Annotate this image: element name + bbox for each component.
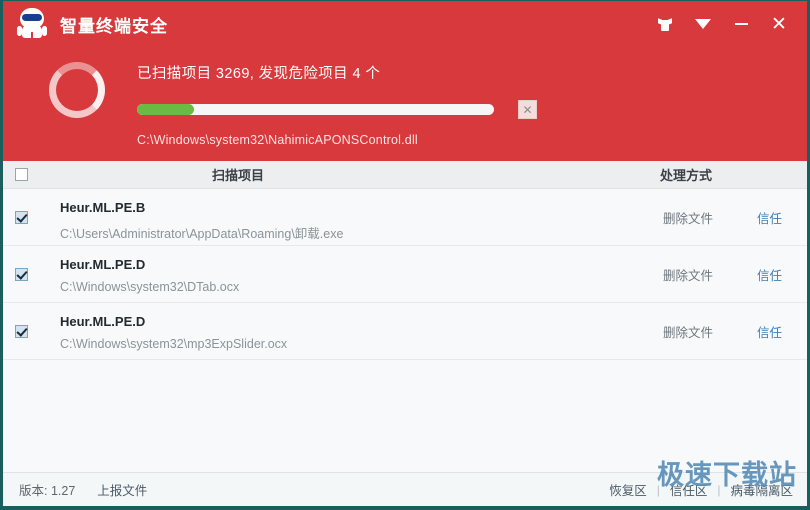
table-row: Heur.ML.PE.B C:\Users\Administrator\AppDa… [3, 189, 807, 246]
row-checkbox[interactable] [14, 267, 28, 281]
row-actions: 删除文件 信任 [617, 322, 807, 341]
threat-path: C:\Windows\system32\mp3ExpSlider.ocx [60, 337, 288, 351]
select-all-cell[interactable] [3, 168, 39, 181]
app-header: 智量终端安全 ✕ 已扫描项目 3269, 发现危险项目 4 个 [3, 1, 807, 161]
threat-name: Heur.ML.PE.B [60, 200, 146, 215]
action-label: 删除文件 [662, 211, 713, 226]
column-header-action: 处理方式 [659, 168, 712, 183]
status-bar: 版本: 1.27 上报文件 恢复区 | 信任区 | 病毒隔离区 [3, 472, 807, 506]
version-label: 版本: 1.27 [19, 484, 76, 498]
row-select-cell[interactable] [3, 210, 39, 224]
threat-path: C:\Users\Administrator\AppData\Roaming\卸… [60, 227, 344, 241]
scan-status-text: 已扫描项目 3269, 发现危险项目 4 个 [137, 66, 381, 82]
footer-separator-1: | [656, 482, 660, 497]
quarantine-zone-link[interactable]: 病毒隔离区 [730, 484, 793, 498]
scan-progress-area: 已扫描项目 3269, 发现危险项目 4 个 ✕ C:\Windows\syst… [3, 47, 807, 147]
trust-link[interactable]: 信任 [756, 211, 782, 226]
loading-spinner-icon [49, 62, 105, 118]
current-scan-path: C:\Windows\system32\NahimicAPONSControl.… [137, 133, 418, 147]
stop-scan-button[interactable]: ✕ [518, 100, 537, 119]
window-controls: ✕ [655, 14, 797, 34]
row-checkbox[interactable] [14, 210, 28, 224]
trust-link[interactable]: 信任 [756, 325, 782, 340]
threat-list: Heur.ML.PE.B C:\Users\Administrator\AppDa… [3, 189, 807, 360]
robot-mascot-icon [17, 7, 51, 41]
row-details: Heur.ML.PE.D C:\Windows\system32\mp3ExpSl… [39, 303, 617, 359]
row-select-cell[interactable] [3, 267, 39, 281]
row-details: Heur.ML.PE.B C:\Users\Administrator\AppDa… [39, 189, 617, 245]
scan-progress-fill [137, 104, 195, 115]
threat-name: Heur.ML.PE.D [60, 257, 146, 272]
table-row: Heur.ML.PE.D C:\Windows\system32\DTab.ocx… [3, 246, 807, 303]
close-icon[interactable]: ✕ [771, 13, 787, 35]
recovery-zone-link[interactable]: 恢复区 [609, 484, 647, 498]
select-all-checkbox[interactable] [14, 168, 28, 181]
footer-separator-2: | [717, 482, 721, 497]
column-header-scan-item: 扫描项目 [211, 168, 264, 183]
report-file-link[interactable]: 上报文件 [97, 484, 148, 498]
table-row: Heur.ML.PE.D C:\Windows\system32\mp3ExpSl… [3, 303, 807, 360]
scan-progress-bar [137, 104, 494, 115]
page-title: 智量终端安全 [60, 16, 168, 36]
row-select-cell[interactable] [3, 324, 39, 338]
threat-name: Heur.ML.PE.D [60, 314, 146, 329]
action-label: 删除文件 [662, 268, 713, 283]
row-actions: 删除文件 信任 [617, 208, 807, 227]
progress-row: ✕ [137, 100, 807, 119]
title-bar: 智量终端安全 ✕ [3, 1, 807, 47]
action-label: 删除文件 [662, 325, 713, 340]
tshirt-skin-icon[interactable] [655, 14, 675, 34]
threat-path: C:\Windows\system32\DTab.ocx [60, 280, 240, 294]
table-header: 扫描项目 处理方式 [3, 161, 807, 189]
row-details: Heur.ML.PE.D C:\Windows\system32\DTab.ocx [39, 246, 617, 302]
trust-link[interactable]: 信任 [756, 268, 782, 283]
trust-zone-link[interactable]: 信任区 [669, 484, 708, 498]
row-actions: 删除文件 信任 [617, 265, 807, 284]
minimize-icon[interactable] [731, 14, 751, 34]
row-checkbox[interactable] [14, 324, 28, 338]
chevron-down-icon[interactable] [693, 14, 713, 34]
